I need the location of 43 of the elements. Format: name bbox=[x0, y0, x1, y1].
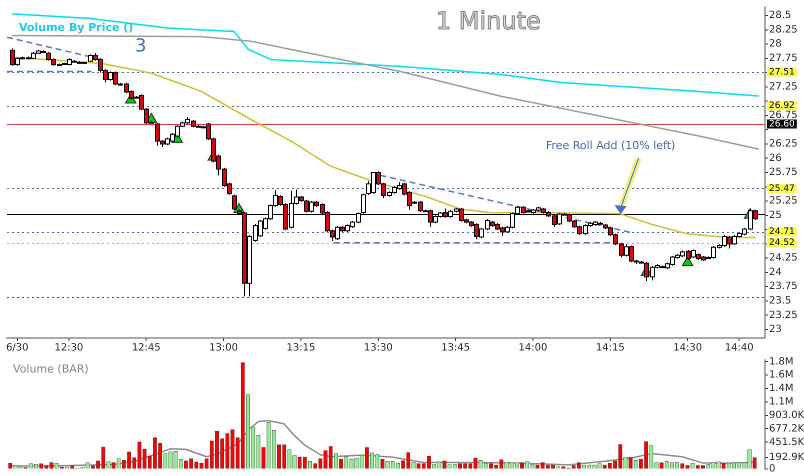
y-tick-label: 27.75 bbox=[769, 52, 798, 64]
y-tick-label: 28 bbox=[769, 38, 782, 50]
y-tick-label: 24.25 bbox=[769, 252, 798, 264]
y-tick-label: 0 bbox=[769, 464, 776, 475]
y-tick-label: 1.6M bbox=[769, 370, 794, 381]
x-tick-label: 12:45 bbox=[132, 342, 161, 354]
ref-line-label: 24.52 bbox=[769, 238, 795, 248]
x-tick-label: 13:30 bbox=[364, 342, 393, 354]
x-tick-label: 14:30 bbox=[673, 342, 702, 354]
ref-line-label: 27.51 bbox=[769, 67, 795, 78]
ref-line-label: 24.71 bbox=[769, 227, 795, 238]
x-tick-label: 14:15 bbox=[596, 342, 625, 354]
ref-line-label: 26.92 bbox=[769, 101, 795, 112]
y-tick-label: 23.25 bbox=[769, 310, 798, 321]
y-tick-label: 1.4M bbox=[769, 383, 794, 394]
x-tick-label: 14:40 bbox=[724, 342, 754, 354]
chart-title: Volume (BAR) bbox=[13, 362, 89, 376]
y-tick-label: 28.25 bbox=[769, 24, 798, 36]
x-tick-label: 6/30 bbox=[6, 342, 29, 354]
y-tick-label: 27.25 bbox=[769, 81, 798, 92]
y-tick-label: 26 bbox=[769, 152, 782, 164]
ref-line-label: 25.47 bbox=[769, 184, 795, 194]
y-tick-label: 24 bbox=[769, 266, 782, 278]
y-tick-label: 25.75 bbox=[769, 167, 798, 178]
annotation: Free Roll Add (10% left) bbox=[546, 139, 676, 152]
chart-title: 1 Minute bbox=[436, 7, 541, 36]
y-tick-label: 23 bbox=[769, 324, 782, 336]
x-tick-label: 13:45 bbox=[441, 342, 470, 354]
y-tick-label: 25.25 bbox=[769, 196, 798, 207]
y-tick-label: 28.5 bbox=[769, 10, 792, 22]
y-tick-label: 26.25 bbox=[769, 138, 798, 150]
y-tick-label: 23.5 bbox=[769, 296, 792, 306]
x-tick-label: 13:15 bbox=[286, 342, 316, 354]
y-tick-label: 23.75 bbox=[769, 281, 798, 292]
annotation: Volume By Price () bbox=[19, 20, 134, 34]
annotation: 3 bbox=[135, 36, 146, 57]
x-tick-label: 13:00 bbox=[209, 342, 238, 354]
y-tick-label: 1.8M bbox=[769, 356, 794, 368]
x-tick-label: 12:30 bbox=[54, 342, 84, 354]
y-tick-label: 1.1M bbox=[769, 396, 794, 408]
y-tick-label: 25 bbox=[769, 210, 782, 221]
x-tick-label: 14:00 bbox=[518, 342, 548, 354]
ref-line-label: 26.60 bbox=[769, 119, 796, 130]
